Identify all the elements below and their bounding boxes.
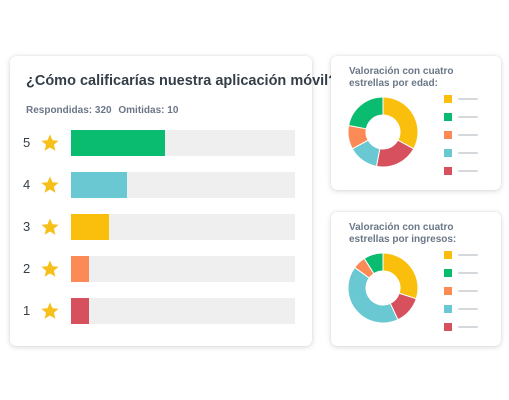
legend-swatch	[444, 305, 452, 313]
bar-fill	[71, 214, 110, 240]
legend-item	[444, 146, 494, 164]
legend-placeholder-line	[458, 116, 478, 118]
bar-fill	[71, 172, 127, 198]
legend-item	[444, 110, 494, 128]
star-icon	[41, 176, 59, 193]
legend-swatch	[444, 149, 452, 157]
response-stats: Respondidas: 320 Omitidas: 10	[26, 105, 182, 116]
legend-swatch	[444, 113, 452, 121]
rating-bar-chart-card: ¿Cómo calificarías nuestra aplicación mó…	[10, 56, 337, 346]
income-donut-card: Valoración con cuatro estrellas por ingr…	[331, 212, 501, 346]
age-donut-chart	[347, 96, 419, 168]
legend-placeholder-line	[458, 254, 478, 256]
donut-slice	[382, 252, 419, 300]
legend-placeholder-line	[458, 326, 478, 328]
donut-slice	[347, 266, 399, 324]
star-icon	[41, 134, 59, 151]
question-title: ¿Cómo calificarías nuestra aplicación mó…	[26, 73, 338, 89]
legend-item	[444, 164, 494, 182]
donut-slice	[363, 252, 384, 275]
rating-row: 5	[10, 130, 312, 156]
skipped-count: Omitidas: 10	[118, 105, 179, 116]
legend-swatch	[444, 269, 452, 277]
age-chart-title: Valoración con cuatro estrellas por edad…	[349, 66, 454, 89]
legend-item	[444, 248, 494, 266]
bar-fill	[71, 298, 89, 324]
bar-fill	[71, 130, 166, 156]
age-donut-card: Valoración con cuatro estrellas por edad…	[331, 56, 501, 190]
bar-fill	[71, 256, 89, 282]
star-icon	[41, 302, 59, 319]
legend-swatch	[444, 251, 452, 259]
bar-track	[71, 172, 295, 198]
rating-row: 4	[10, 172, 312, 198]
income-donut-chart	[347, 252, 419, 324]
rating-row: 2	[10, 256, 312, 282]
legend-placeholder-line	[458, 272, 478, 274]
legend-swatch	[444, 287, 452, 295]
answered-count: Respondidas: 320	[26, 105, 112, 116]
rating-label: 3	[23, 219, 31, 234]
star-icon	[41, 218, 59, 235]
rating-label: 4	[23, 177, 31, 192]
legend-swatch	[444, 323, 452, 331]
legend-item	[444, 92, 494, 110]
legend-item	[444, 302, 494, 320]
rating-label: 5	[23, 135, 31, 150]
legend-placeholder-line	[458, 308, 478, 310]
legend-swatch	[444, 95, 452, 103]
bar-track	[71, 256, 295, 282]
rating-row: 1	[10, 298, 312, 324]
bar-track	[71, 298, 295, 324]
rating-label: 1	[23, 303, 31, 318]
legend-placeholder-line	[458, 290, 478, 292]
legend-item	[444, 266, 494, 284]
legend-placeholder-line	[458, 98, 478, 100]
legend-placeholder-line	[458, 152, 478, 154]
bar-track	[71, 130, 295, 156]
age-legend	[444, 92, 494, 182]
legend-item	[444, 128, 494, 146]
income-chart-title: Valoración con cuatro estrellas por ingr…	[349, 222, 457, 245]
legend-item	[444, 284, 494, 302]
rating-row: 3	[10, 214, 312, 240]
bar-track	[71, 214, 295, 240]
rating-label: 2	[23, 261, 31, 276]
legend-item	[444, 320, 494, 338]
legend-placeholder-line	[458, 134, 478, 136]
legend-swatch	[444, 167, 452, 175]
income-legend	[444, 248, 494, 338]
legend-placeholder-line	[458, 170, 478, 172]
legend-swatch	[444, 131, 452, 139]
star-icon	[41, 260, 59, 277]
donut-slice	[348, 96, 384, 130]
